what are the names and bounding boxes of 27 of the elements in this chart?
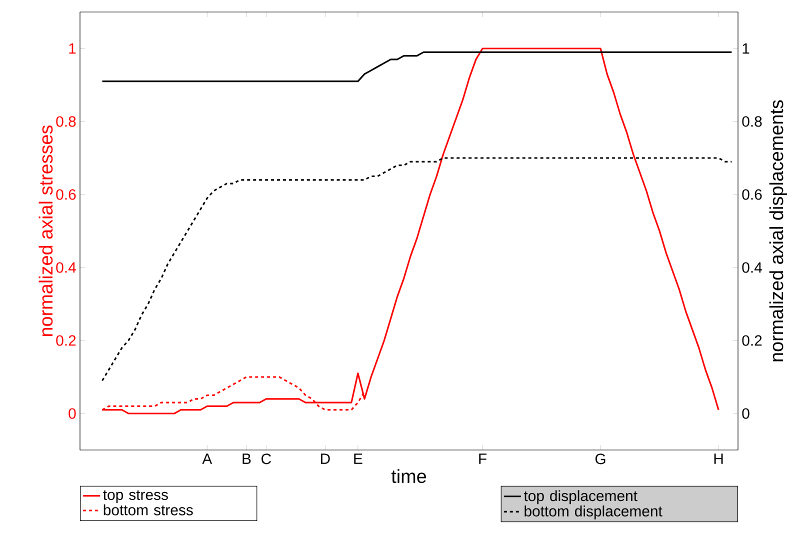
y2-tick-label: 0.8 [742, 116, 762, 127]
x-tick-label: G [595, 454, 606, 464]
y2-tick-label: 0.2 [742, 335, 762, 346]
x-tick-label: A [202, 454, 212, 464]
x-tick-label: F [479, 454, 486, 464]
y-tick-label: 1 [69, 43, 76, 54]
x-tick-label: H [714, 454, 723, 464]
y2-axis-title: normalized axial displacements [769, 100, 787, 362]
y-tick-label: 0.8 [56, 116, 76, 127]
y2-tick-label: 0.6 [742, 189, 762, 200]
legend-label: bottom displacement [524, 506, 662, 520]
legend-label: top displacement [524, 490, 638, 504]
y2-tick-label: 1 [742, 43, 750, 54]
x-tick-label: B [242, 454, 251, 464]
y-axis-title: normalized axial stresses [38, 125, 53, 336]
x-axis-title: time [391, 469, 426, 484]
legend-label: top stress [103, 490, 168, 503]
y-tick-label: 0.2 [56, 335, 76, 346]
y2-tick-label: 0 [742, 408, 750, 419]
x-tick-label: C [262, 454, 271, 464]
legend-label: bottom stress [104, 504, 193, 516]
y-tick-label: 0.4 [56, 262, 76, 273]
y2-tick-label: 0.4 [742, 262, 762, 273]
x-tick-label: E [354, 454, 362, 464]
y-tick-label: 0.6 [56, 189, 76, 200]
y-tick-label: 0 [68, 408, 76, 419]
x-tick-label: D [320, 454, 330, 464]
